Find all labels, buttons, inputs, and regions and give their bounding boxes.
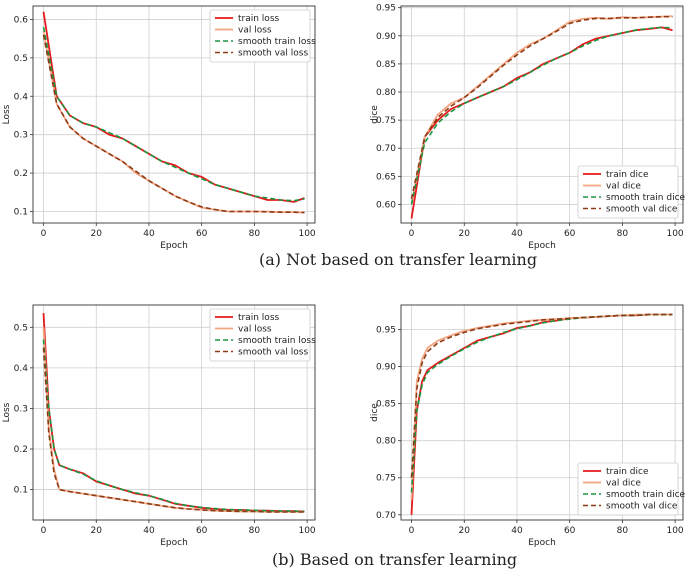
x-tick-label: 0 [41, 229, 47, 239]
legend-label: smooth train loss [238, 37, 316, 47]
y-tick-label: 0.95 [376, 325, 396, 335]
legend-label: val dice [606, 479, 641, 489]
legend-box [209, 308, 311, 362]
y-tick-label: 0.90 [376, 363, 396, 373]
y-tick-label: 0.3 [14, 131, 28, 141]
x-axis-label: Epoch [160, 241, 188, 251]
x-tick-label: 100 [666, 526, 683, 536]
legend-label: smooth train dice [606, 490, 686, 500]
y-tick-label: 0.6 [14, 15, 29, 25]
plot-frame [32, 304, 316, 521]
legend-label: smooth val loss [238, 348, 308, 358]
legend-label: smooth val dice [606, 502, 678, 512]
x-tick-label: 80 [249, 526, 261, 536]
series-line-train-dice [410, 26, 673, 219]
y-tick-label: 0.75 [376, 474, 396, 484]
series-line-smooth-train-loss [42, 339, 305, 513]
series-line-smooth-train-dice [410, 313, 673, 493]
y-axis-label: Loss [2, 402, 12, 422]
y-tick-label: 0.65 [376, 172, 396, 182]
x-tick-label: 100 [298, 229, 315, 239]
x-tick-label: 40 [511, 229, 523, 239]
y-tick-label: 0.5 [14, 54, 28, 64]
caption-b: (b) Based on transfer learning [272, 550, 518, 569]
x-tick-label: 20 [459, 229, 471, 239]
chart-b-dice: 0 20 40 60 80 100 0.70 0.75 0.80 0.85 0.90 0.95 Epoc… [370, 304, 686, 548]
chart-b-loss: 0 20 40 60 80 100 0.1 0.2 0.3 0.4 0.5 Epoch Loss trai… [2, 304, 316, 548]
legend-label: val dice [606, 182, 641, 192]
x-tick-label: 100 [666, 229, 683, 239]
x-tick-label: 20 [459, 526, 471, 536]
x-tick-label: 60 [196, 526, 208, 536]
y-tick-label: 0.3 [14, 404, 28, 414]
plot-frame [400, 5, 684, 224]
series-line-smooth-val-loss [42, 34, 305, 214]
x-tick-label: 60 [564, 526, 576, 536]
y-tick-label: 0.4 [14, 92, 29, 102]
x-tick-label: 60 [564, 229, 576, 239]
y-tick-label: 0.1 [14, 486, 28, 496]
legend-label: train dice [606, 467, 649, 477]
caption-a: (a) Not based on transfer learning [259, 250, 538, 269]
y-tick-label: 0.2 [14, 445, 28, 455]
x-tick-label: 0 [409, 229, 415, 239]
x-tick-label: 20 [91, 229, 103, 239]
x-tick-label: 40 [143, 229, 155, 239]
x-tick-label: 80 [617, 229, 629, 239]
series-line-smooth-val-dice [410, 15, 673, 199]
y-tick-label: 0.4 [14, 364, 29, 374]
legend-label: val loss [238, 26, 272, 36]
legend-label: smooth train dice [606, 193, 686, 203]
x-axis-label: Epoch [528, 241, 556, 251]
plot-frame [400, 304, 684, 521]
legend-label: train loss [238, 14, 280, 24]
x-axis-label: Epoch [528, 538, 556, 548]
legend-label: smooth val dice [606, 205, 678, 215]
y-axis-label: dice [370, 403, 380, 422]
legend-box [577, 462, 679, 516]
series-line-smooth-train-loss [42, 26, 305, 202]
legend-label: smooth val loss [238, 49, 308, 59]
legend-label: train dice [606, 170, 649, 180]
y-tick-label: 0.70 [376, 144, 396, 154]
x-tick-label: 60 [196, 229, 208, 239]
x-tick-label: 80 [249, 229, 261, 239]
y-tick-label: 0.1 [14, 207, 28, 217]
series-line-smooth-val-loss [42, 347, 305, 513]
y-tick-label: 0.85 [376, 400, 396, 410]
x-tick-label: 100 [298, 526, 315, 536]
y-axis-label: dice [370, 105, 380, 124]
x-tick-label: 20 [91, 526, 103, 536]
x-tick-label: 40 [143, 526, 155, 536]
legend-label: train loss [238, 313, 280, 323]
x-tick-label: 80 [617, 526, 629, 536]
x-tick-label: 0 [41, 526, 47, 536]
series-line-smooth-val-dice [410, 313, 673, 478]
y-tick-label: 0.60 [376, 200, 396, 210]
y-tick-label: 0.80 [376, 88, 396, 98]
y-tick-label: 0.5 [14, 323, 28, 333]
y-tick-label: 0.75 [376, 116, 396, 126]
legend-label: val loss [238, 325, 272, 335]
chart-a-loss: 0 20 40 60 80 100 0.1 0.2 0.3 0.4 0.5 0.6 Epoch Loss t… [2, 5, 316, 251]
y-tick-label: 0.95 [376, 4, 396, 14]
y-tick-label: 0.90 [376, 32, 396, 42]
y-tick-label: 0.85 [376, 60, 396, 70]
y-tick-label: 0.80 [376, 437, 396, 447]
y-axis-label: Loss [2, 104, 12, 124]
x-tick-label: 40 [511, 526, 523, 536]
y-tick-label: 0.70 [376, 511, 396, 521]
x-axis-label: Epoch [160, 538, 188, 548]
plot-frame [32, 5, 316, 224]
legend-box [209, 9, 311, 63]
legend-label: smooth train loss [238, 336, 316, 346]
chart-a-dice: 0 20 40 60 80 100 0.60 0.65 0.70 0.75 0.80 0.85 0.90… [370, 4, 686, 251]
y-tick-label: 0.2 [14, 169, 28, 179]
legend-box [577, 165, 679, 219]
x-tick-label: 0 [409, 526, 415, 536]
